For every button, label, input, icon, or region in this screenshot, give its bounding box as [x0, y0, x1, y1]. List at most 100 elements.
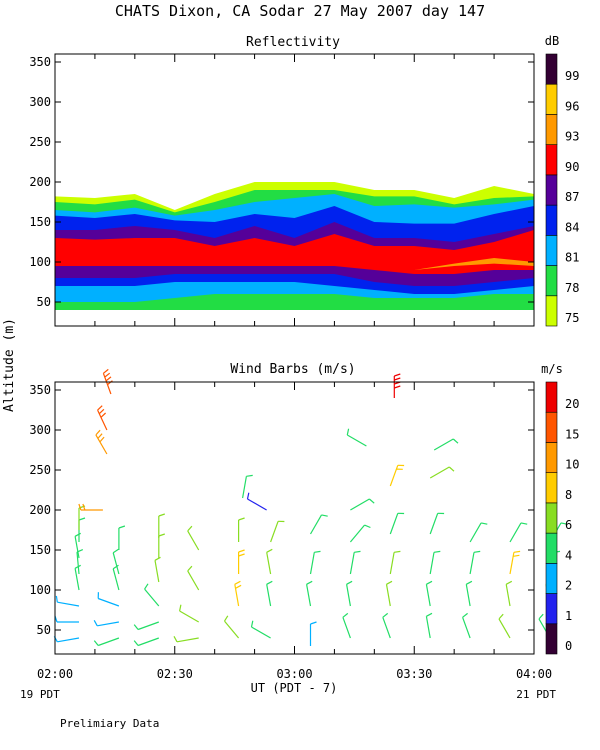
colorbar-swatch: [545, 623, 558, 655]
wind-barb: [223, 615, 240, 639]
colorbar-swatch: [545, 502, 558, 534]
wind-barb: [429, 466, 455, 479]
wind-barb: [242, 474, 253, 499]
y-tick-label: 200: [29, 175, 51, 189]
wind-barbs: [53, 368, 568, 647]
y-tick-label: 250: [29, 463, 51, 477]
reflectivity-contours: [55, 182, 534, 310]
colorbar-swatch: [545, 114, 558, 145]
wind-barb: [346, 580, 353, 607]
colorbar-unit: dB: [545, 34, 559, 48]
x-tick-label: 02:30: [157, 667, 193, 681]
reflectivity-band: [55, 258, 534, 270]
colorbar-swatch: [545, 53, 558, 85]
wind-barb: [425, 580, 433, 607]
wind-barb: [270, 520, 285, 543]
wind-barbs-panel: Wind Barbs (m/s) 5010015020025030035002:…: [29, 362, 579, 681]
wind-barb: [465, 580, 473, 607]
reflectivity-panel: Reflectivity 50 100 150 200 250 300 350 dB 75 78…: [29, 34, 579, 327]
y-tick-label: 50: [37, 623, 51, 637]
y-tick-label: 200: [29, 503, 51, 517]
wind-barb: [97, 405, 108, 431]
wind-barb: [95, 429, 108, 455]
wind-barb: [393, 373, 401, 398]
y-tick-label: 300: [29, 423, 51, 437]
wind-barb: [309, 621, 317, 646]
wind-barb: [309, 550, 321, 575]
wind-barb: [55, 595, 80, 607]
wind-barb: [78, 503, 103, 511]
x-tick-label: 03:00: [276, 667, 312, 681]
colorbar-unit: m/s: [541, 362, 563, 376]
wind-barb: [234, 580, 242, 607]
colorbar-swatch: [545, 593, 558, 625]
reflectivity-colorbar: dB 75 78 81 84 87 90 93 96 99: [545, 34, 579, 327]
figure-title: CHATS Dixon, CA Sodar 27 May 2007 day 14…: [115, 2, 485, 20]
colorbar-tick-label: 78: [565, 281, 579, 295]
colorbar-swatch: [545, 204, 558, 236]
colorbar-tick-label: 99: [565, 69, 579, 83]
colorbar-swatch: [545, 563, 558, 594]
y-tick-label: 150: [29, 543, 51, 557]
y-tick-label: 250: [29, 135, 51, 149]
colorbar-swatch: [545, 265, 558, 297]
wind-barb: [238, 517, 245, 542]
wind-barb: [93, 620, 120, 627]
wind-barb: [74, 564, 81, 591]
colorbar-tick-label: 20: [565, 397, 579, 411]
colorbar-swatch: [545, 381, 558, 413]
wind-barb: [385, 580, 393, 607]
wind-barb: [509, 550, 521, 575]
colorbar-tick-label: 93: [565, 130, 579, 144]
wind-barb: [462, 612, 471, 639]
wind-barb: [74, 532, 81, 559]
x-left-note: 19 PDT: [20, 688, 60, 701]
colorbar-swatch: [545, 411, 558, 443]
wind-barbs-title: Wind Barbs (m/s): [230, 362, 355, 377]
y-tick-label: 300: [29, 95, 51, 109]
wind-barbs-frame: [54, 381, 535, 655]
reflectivity-band: [55, 230, 534, 269]
wind-barb: [429, 512, 445, 535]
wind-barb: [102, 368, 113, 395]
wind-barb: [382, 612, 391, 639]
colorbar-tick-label: 10: [565, 458, 579, 472]
colorbar-tick-label: 8: [565, 488, 572, 502]
colorbar-swatch: [545, 472, 558, 504]
wind-barb: [389, 464, 405, 487]
colorbar-swatch: [545, 174, 558, 206]
colorbar-tick-label: 1: [565, 609, 572, 623]
wind-barb: [173, 636, 199, 643]
wind-barb: [425, 612, 433, 639]
wind-barb: [266, 548, 273, 575]
wind-barb: [505, 580, 513, 607]
x-tick-label: 03:30: [396, 667, 432, 681]
reflectivity-axes: 50 100 150 200 250 300 350: [29, 54, 535, 326]
wind-barb: [133, 637, 160, 647]
wind-barb: [133, 621, 160, 631]
colorbar-tick-label: 15: [565, 427, 579, 441]
colorbar-tick-label: 2: [565, 579, 572, 593]
colorbar-tick-label: 87: [565, 190, 579, 204]
wind-barb: [349, 524, 371, 543]
wind-barb: [112, 564, 120, 591]
y-axis-label: Altitude (m): [2, 318, 17, 412]
x-tick-label: 02:00: [37, 667, 73, 681]
wind-barb: [158, 513, 165, 538]
colorbar-swatch: [545, 235, 558, 266]
footer-note: Prelimiary Data: [60, 717, 159, 730]
colorbar-tick-label: 81: [565, 251, 579, 265]
y-tick-label: 350: [29, 383, 51, 397]
wind-barb: [118, 525, 126, 550]
colorbar-tick-label: 0: [565, 639, 572, 653]
wind-barb: [78, 517, 86, 542]
wind-barb: [246, 492, 267, 511]
wind-barb: [54, 615, 79, 623]
y-tick-label: 100: [29, 255, 51, 269]
colorbar-swatch: [545, 442, 558, 473]
colorbar-tick-label: 84: [565, 220, 579, 234]
wind-barb: [389, 512, 405, 535]
y-tick-label: 100: [29, 583, 51, 597]
wind-barb: [469, 550, 481, 575]
